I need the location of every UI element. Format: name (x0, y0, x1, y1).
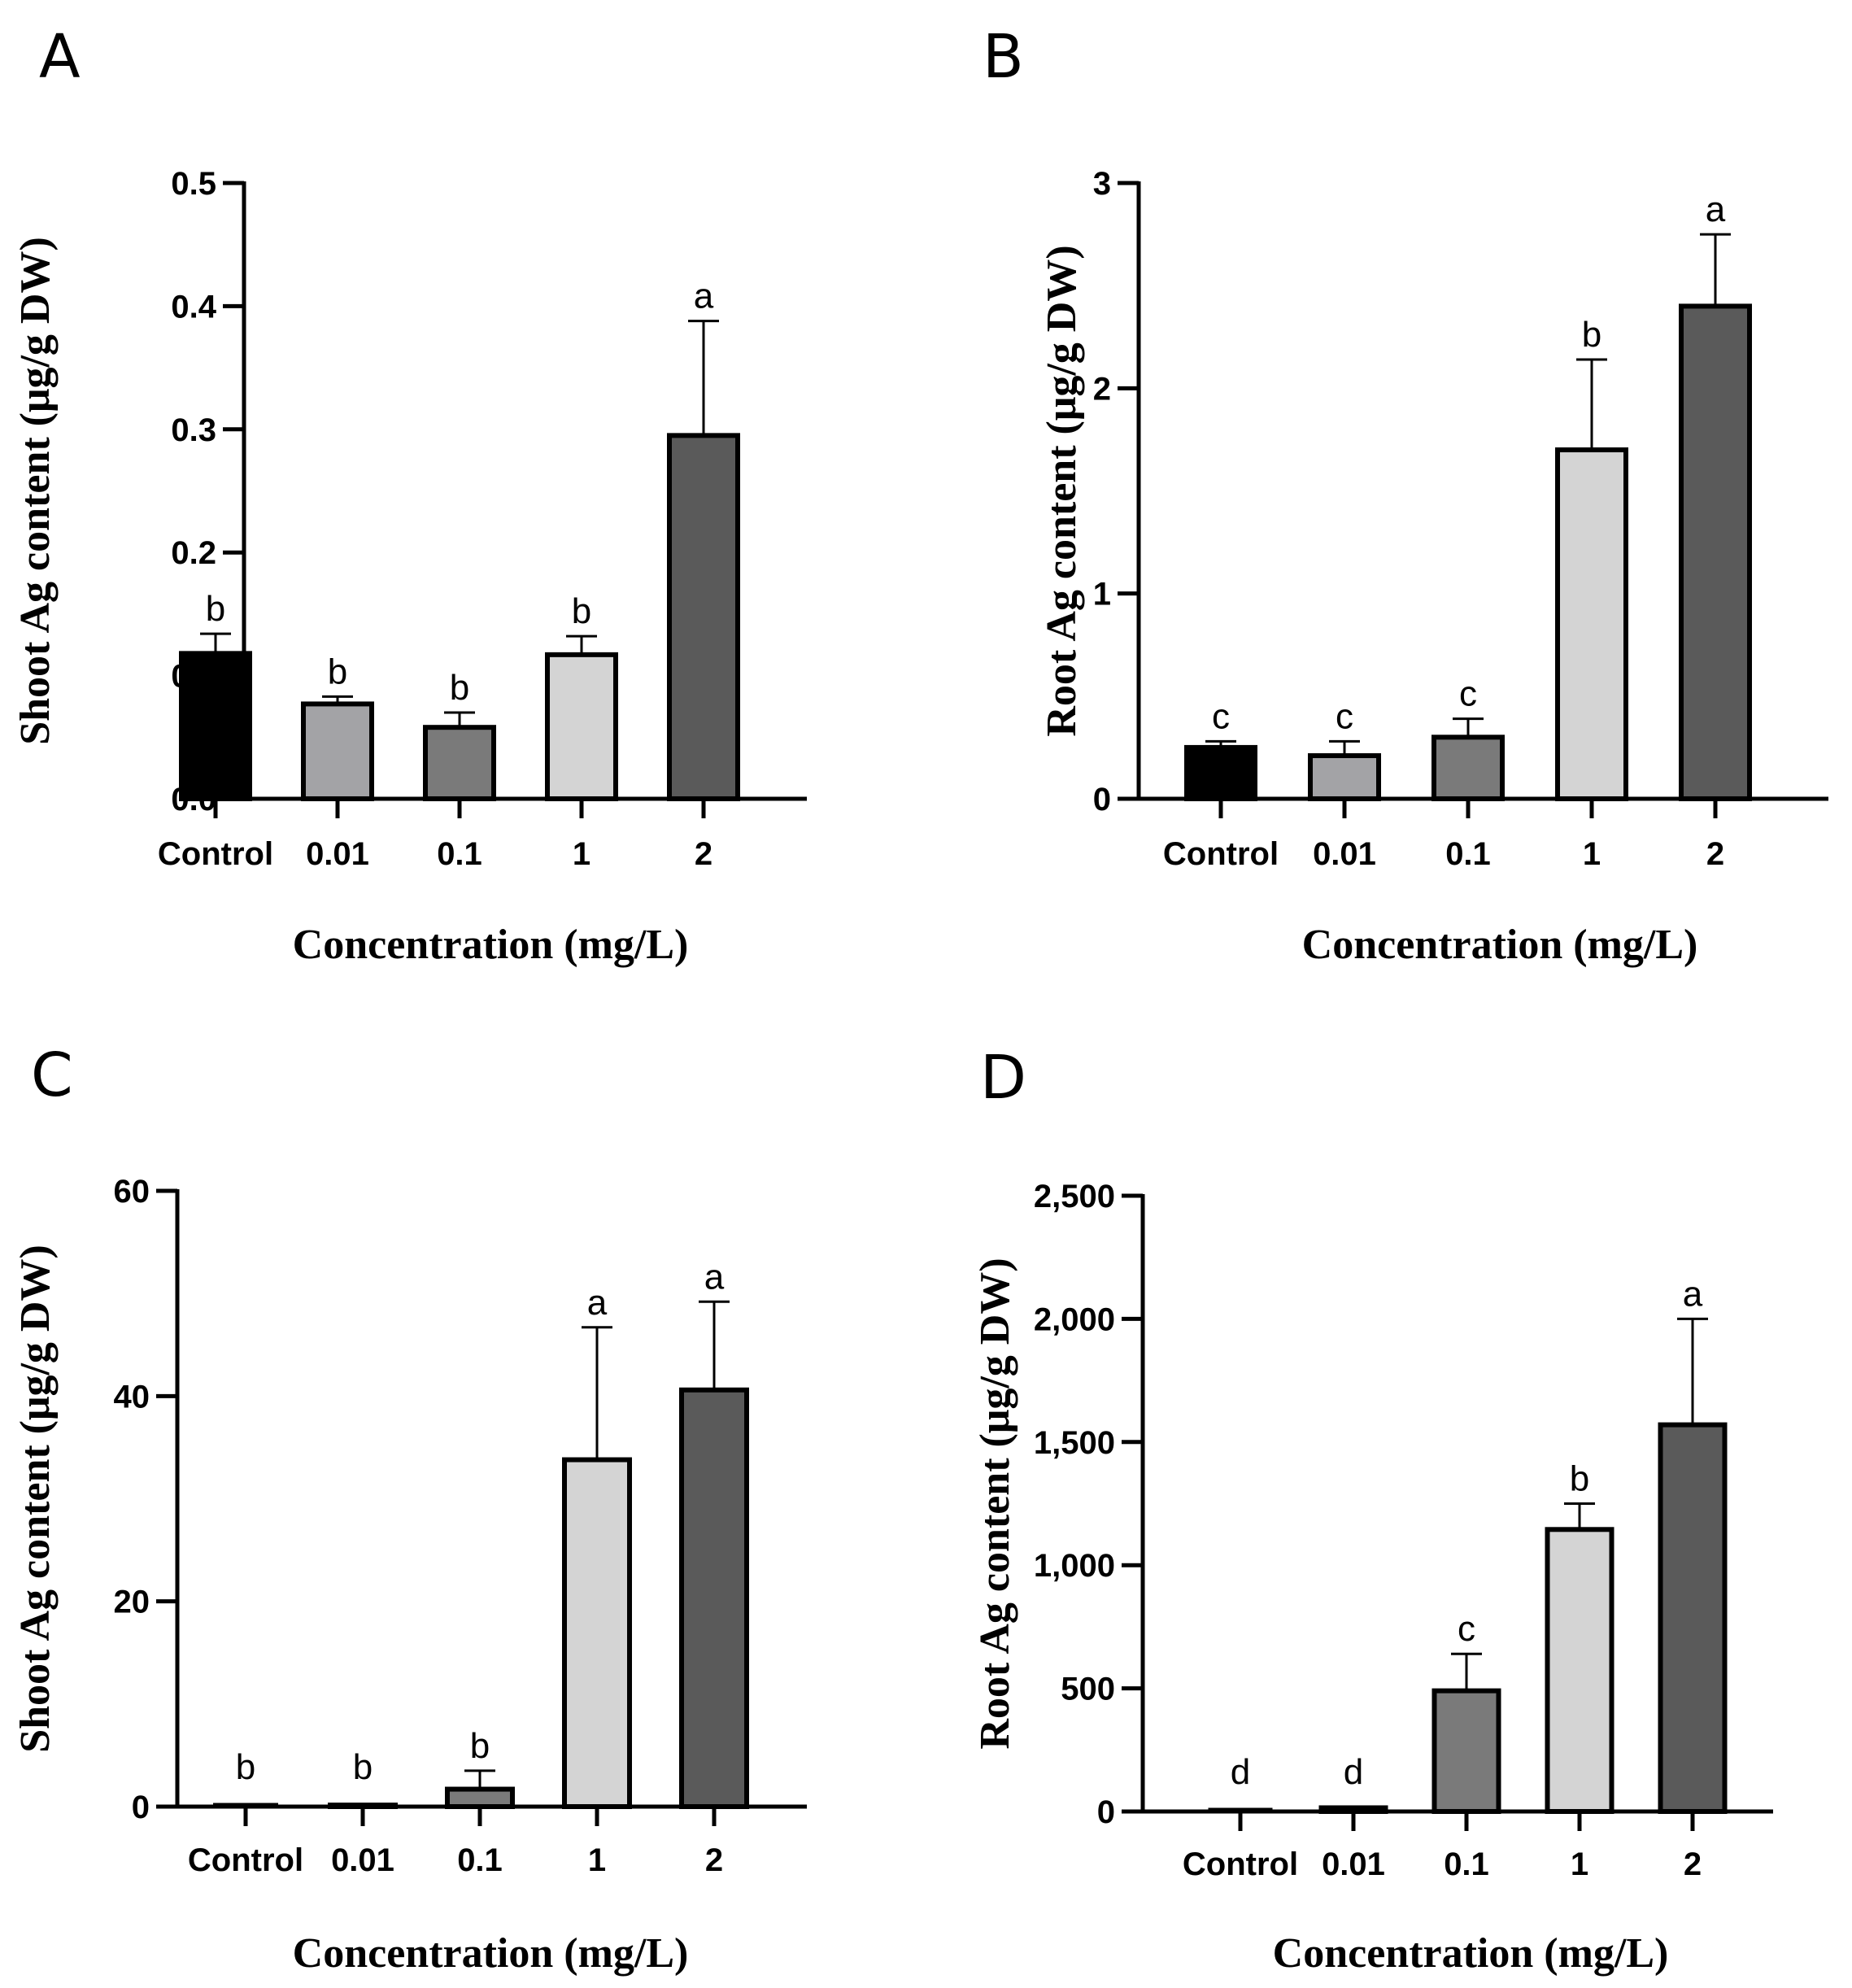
significance-letter: c (1336, 696, 1353, 736)
x-tick-label: Control (1183, 1846, 1298, 1882)
x-tick-label: 2 (1706, 836, 1724, 872)
panel-letter: B (983, 22, 1024, 92)
bar (679, 1387, 749, 1809)
significance-letter: b (1582, 315, 1601, 355)
bar (423, 725, 496, 801)
x-tick-label: Control (188, 1842, 303, 1878)
significance-letter: c (1459, 674, 1477, 714)
y-tick-label: 0 (1093, 782, 1111, 817)
significance-letter: b (1570, 1459, 1589, 1499)
y-tick-label: 0.3 (171, 412, 216, 448)
bar (1308, 753, 1381, 802)
bar (1431, 1688, 1501, 1814)
bar (1431, 735, 1505, 801)
y-tick-label: 0 (132, 1790, 150, 1825)
y-axis-title: Shoot Ag content (μg/g DW) (12, 237, 59, 745)
x-tick-label: 1 (1571, 1846, 1588, 1882)
x-axis-title: Concentration (mg/L) (293, 922, 689, 968)
y-tick-label: 2 (1093, 371, 1111, 407)
y-tick-label: 0 (1097, 1794, 1115, 1830)
significance-letter: d (1231, 1752, 1250, 1792)
bar (1184, 744, 1257, 802)
y-tick-label: 2,500 (1034, 1179, 1115, 1214)
significance-letter: c (1212, 696, 1230, 736)
significance-letter: b (328, 652, 347, 691)
panel-letter: C (31, 1040, 73, 1110)
x-tick-label: 0.01 (306, 836, 369, 872)
y-axis-title: Root Ag content (μg/g DW) (972, 1258, 1018, 1749)
x-tick-label: Control (1163, 836, 1279, 872)
x-tick-label: 0.01 (1322, 1846, 1385, 1882)
bar (562, 1457, 632, 1809)
y-tick-label: 0.2 (171, 535, 216, 571)
panel-letter: A (39, 22, 81, 92)
y-axis-title: Root Ag content (μg/g DW) (1039, 245, 1085, 736)
bar (667, 433, 740, 801)
significance-letter: c (1458, 1609, 1475, 1649)
x-tick-label: 0.1 (1444, 1846, 1489, 1882)
bar (1658, 1422, 1728, 1814)
bar (1318, 1805, 1388, 1815)
x-tick-label: 1 (1583, 836, 1601, 872)
x-tick-label: 1 (588, 1842, 606, 1878)
significance-letter: b (450, 668, 469, 708)
significance-letter: a (1683, 1274, 1703, 1314)
bar (301, 701, 374, 801)
panel-b: B 0 1 2 3 c Control c 0.01 c 0.1 b 1 a 2 Concentration … (983, 22, 1828, 968)
x-tick-label: 2 (695, 836, 712, 872)
y-tick-label: 1,000 (1034, 1548, 1115, 1584)
y-tick-label: 1 (1093, 577, 1111, 613)
x-tick-label: 0.1 (1445, 836, 1491, 872)
x-tick-label: Control (158, 836, 273, 872)
x-axis-title: Concentration (mg/L) (1273, 1930, 1669, 1977)
x-axis-title: Concentration (mg/L) (293, 1930, 689, 1977)
significance-letter: b (206, 589, 225, 629)
significance-letter: b (470, 1726, 490, 1766)
bar (545, 652, 618, 801)
panel-d: D 0 500 1,000 1,500 2,000 2,500 d Control d 0.01 c 0… (972, 1043, 1773, 1977)
y-tick-label: 60 (114, 1174, 150, 1210)
x-axis-title: Concentration (mg/L) (1302, 922, 1698, 968)
x-tick-label: 0.01 (1313, 836, 1376, 872)
x-tick-label: 1 (573, 836, 590, 872)
bar (179, 651, 252, 802)
y-tick-label: 2,000 (1034, 1301, 1115, 1337)
panel-letter: D (980, 1043, 1026, 1113)
bar (328, 1803, 398, 1809)
significance-letter: b (236, 1747, 255, 1787)
significance-letter: a (1706, 190, 1726, 229)
significance-letter: d (1344, 1752, 1363, 1792)
y-tick-label: 0.5 (171, 166, 216, 202)
y-tick-label: 20 (114, 1585, 150, 1620)
x-tick-label: 2 (1684, 1846, 1702, 1882)
bar (1679, 303, 1752, 801)
significance-letter: b (353, 1747, 373, 1787)
y-tick-label: 500 (1061, 1672, 1115, 1707)
x-tick-label: 0.1 (437, 836, 482, 872)
significance-letter: a (694, 277, 714, 316)
panel-c: C 0 20 40 60 b Control b 0.01 b 0.1 a 1 a 2 Concentrati… (12, 1040, 807, 1977)
bar (1555, 447, 1628, 801)
y-tick-label: 0.4 (171, 289, 216, 325)
significance-letter: a (704, 1257, 725, 1297)
y-axis-title: Shoot Ag content (μg/g DW) (12, 1245, 59, 1753)
y-tick-label: 1,500 (1034, 1425, 1115, 1461)
x-tick-label: 0.01 (331, 1842, 394, 1878)
x-tick-label: 0.1 (457, 1842, 503, 1878)
y-tick-label: 40 (114, 1379, 150, 1415)
significance-letter: b (572, 591, 591, 631)
x-tick-label: 2 (705, 1842, 723, 1878)
bar (445, 1786, 515, 1810)
panel-a: A0.00.10.20.30.40.5bControlb0.01b0.1b1a2… (12, 22, 807, 968)
significance-letter: a (587, 1283, 608, 1323)
bar (1545, 1527, 1615, 1814)
y-tick-label: 3 (1093, 166, 1111, 202)
